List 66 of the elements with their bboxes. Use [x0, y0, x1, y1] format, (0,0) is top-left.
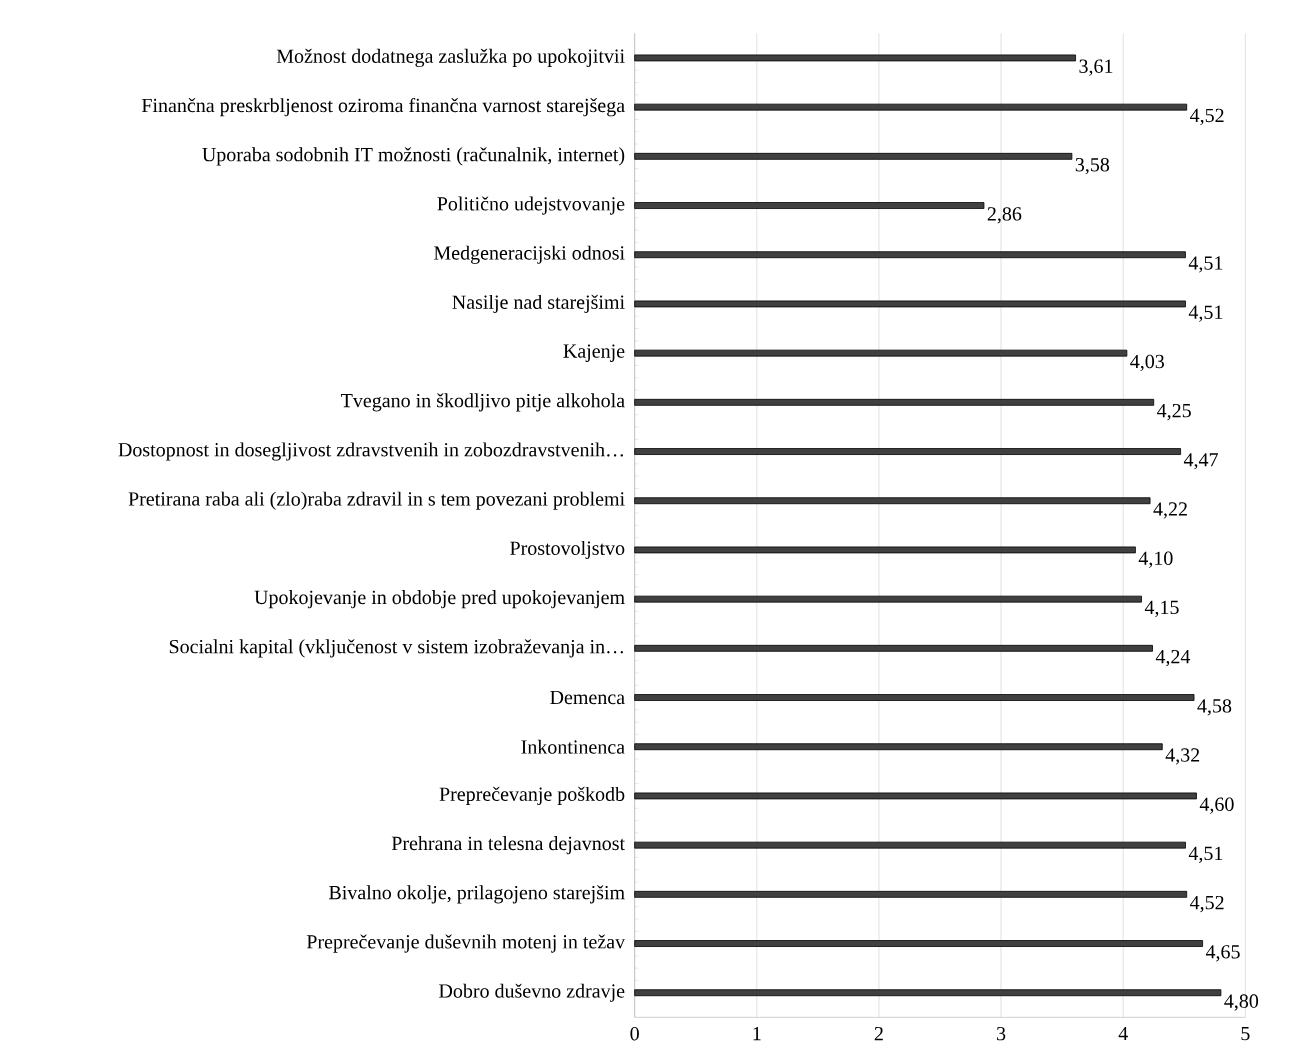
y-tick-label: Demenca: [550, 690, 625, 705]
bar: [634, 841, 1186, 849]
y-tick-label: Preprečevanje poškodb: [439, 786, 625, 806]
bar: [634, 694, 1195, 701]
bar: [634, 546, 1136, 554]
bar: [634, 743, 1163, 751]
y-tick-label: Možnost dodatnega zaslužka po upokojitvii: [276, 48, 625, 68]
bar: [634, 54, 1076, 62]
bar: [634, 497, 1151, 505]
bar: [634, 890, 1188, 898]
data-label: 4,52: [1190, 108, 1224, 126]
data-label: 4,60: [1199, 797, 1234, 814]
data-label: 4,47: [1183, 453, 1218, 470]
y-tick-label: Nasilje nad starejšimi: [452, 294, 625, 314]
data-label: 4,80: [1224, 994, 1259, 1011]
y-tick-label: Uporaba sodobnih IT možnosti (računalnik, internet): [202, 147, 625, 166]
x-tick-label: 1: [753, 1026, 761, 1041]
bar: [634, 989, 1222, 997]
data-label: 4,25: [1157, 403, 1191, 421]
data-label: 4,24: [1155, 649, 1191, 667]
bar: [634, 202, 985, 209]
x-tick-label: 5: [1241, 1026, 1250, 1041]
y-tick-label: Dostopnost in dosegljivost zdravstvenih in zobozdravstvenih…: [118, 442, 623, 461]
y-tick-label: Tvegano in škodljivo pitje alkohola: [341, 393, 625, 412]
data-label: 4,03: [1130, 354, 1165, 372]
y-tick-label: Prehrana in telesna dejavnost: [391, 836, 625, 855]
data-label: 4,51: [1188, 256, 1223, 273]
y-tick-label: Upokojevanje in obdobje pred upokojevanjem: [254, 590, 625, 609]
y-tick-label: Dobro duševno zdravje: [439, 983, 625, 1002]
data-label: 4,52: [1190, 895, 1224, 913]
data-label: 4,15: [1144, 600, 1179, 618]
x-tick-label: 3: [997, 1026, 1006, 1041]
data-label: 4,65: [1205, 945, 1240, 962]
bar: [634, 300, 1186, 308]
y-tick-label: Finančna preskrbljenost oziroma finančna varnost starejšega: [141, 97, 625, 117]
data-label: 2,86: [987, 207, 1022, 224]
bar: [634, 349, 1128, 357]
data-label: 4,10: [1138, 551, 1173, 568]
data-label: 3,58: [1075, 157, 1110, 175]
y-tick-label: Politično udejstvovanje: [437, 196, 625, 215]
bar: [634, 251, 1186, 259]
bar: [634, 103, 1188, 111]
x-tick-label: 2: [874, 1026, 883, 1041]
bar: [634, 940, 1203, 947]
y-tick-label: Inkontinenca: [521, 739, 625, 754]
data-label: 3,61: [1079, 59, 1113, 76]
x-tick-label: 0: [630, 1026, 639, 1041]
data-label: 4,22: [1153, 502, 1187, 519]
y-tick-label: Medgeneracijski odnosi: [434, 245, 625, 264]
y-tick-label: Socialni kapital (vključenost v sistem izobraževanja in…: [169, 639, 623, 658]
y-tick-label: Pretirana raba ali (zlo)raba zdravil in s tem povezani problemi: [128, 491, 625, 510]
data-label: 4,51: [1188, 846, 1223, 864]
bar: [634, 398, 1155, 406]
x-tick-label: 4: [1118, 1026, 1128, 1041]
data-label: 4,51: [1188, 305, 1223, 322]
bar: [634, 448, 1181, 455]
bar: [634, 792, 1197, 800]
data-label: 4,58: [1197, 699, 1232, 716]
bar: [634, 152, 1073, 160]
y-tick-label: Prostovoljstvo: [510, 540, 625, 560]
y-tick-label: Preprečevanje duševnih motenj in težav: [306, 934, 626, 953]
bar: [634, 644, 1153, 652]
bar: [634, 595, 1142, 603]
y-tick-label: Bivalno okolje, prilagojeno starejšim: [329, 885, 625, 904]
y-tick-label: Kajenje: [563, 344, 625, 362]
data-label: 4,32: [1165, 748, 1200, 765]
